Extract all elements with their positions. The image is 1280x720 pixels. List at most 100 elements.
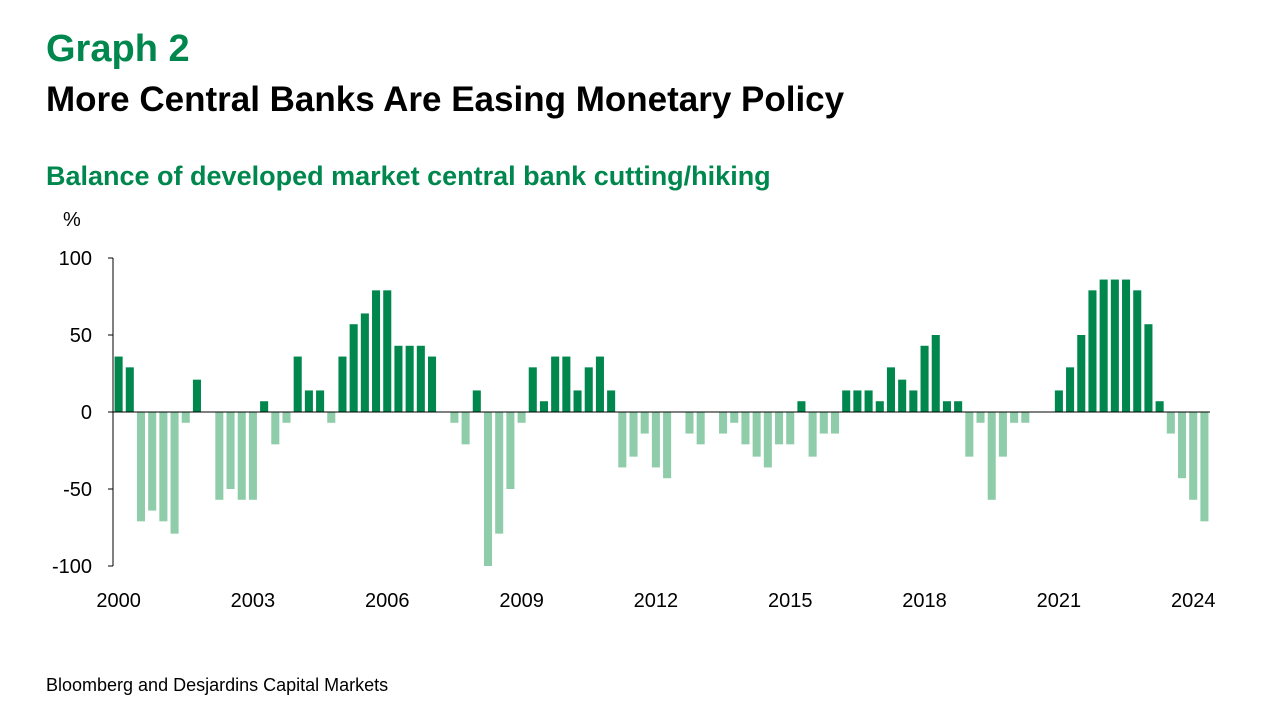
bar bbox=[797, 401, 806, 412]
bar bbox=[1099, 279, 1108, 412]
y-tick-label: -100 bbox=[52, 556, 92, 578]
bar bbox=[136, 412, 146, 522]
bar bbox=[192, 379, 201, 412]
y-axis-unit-label: % bbox=[63, 209, 81, 231]
bar bbox=[808, 412, 817, 457]
x-tick-label: 2021 bbox=[1037, 590, 1082, 612]
bar bbox=[383, 290, 392, 412]
x-tick-label: 2006 bbox=[365, 590, 410, 612]
x-tick-label: 2018 bbox=[902, 590, 947, 612]
bar bbox=[651, 412, 660, 468]
bar bbox=[338, 356, 347, 412]
bar bbox=[170, 412, 179, 534]
bar bbox=[886, 367, 895, 412]
bar bbox=[775, 412, 784, 445]
bar bbox=[215, 412, 224, 500]
bar bbox=[125, 367, 134, 412]
bar bbox=[394, 345, 403, 412]
bar bbox=[1155, 401, 1164, 412]
chart-title: More Central Banks Are Easing Monetary P… bbox=[46, 80, 845, 119]
x-tick-label: 2012 bbox=[634, 590, 679, 612]
chart-subtitle: Balance of developed market central bank… bbox=[46, 161, 771, 191]
bar bbox=[696, 412, 705, 445]
bar bbox=[741, 412, 750, 445]
bar bbox=[942, 401, 951, 412]
bar bbox=[293, 356, 302, 412]
bar bbox=[595, 356, 604, 412]
bar-chart: % 100 50 0 -50 -100 2000 2003 2006 2009 2012 2015… bbox=[52, 209, 1215, 612]
source-note: Bloomberg and Desjardins Capital Markets bbox=[46, 675, 389, 695]
bar bbox=[987, 412, 996, 500]
bar bbox=[226, 412, 235, 489]
bar bbox=[954, 401, 963, 412]
y-tick-label: 50 bbox=[70, 325, 92, 347]
bar bbox=[304, 390, 313, 412]
bar bbox=[1010, 412, 1019, 423]
graph-number: Graph 2 bbox=[46, 28, 190, 70]
bar bbox=[271, 412, 280, 445]
bar bbox=[1021, 412, 1030, 423]
bar bbox=[248, 412, 257, 500]
bar bbox=[483, 412, 493, 566]
bar bbox=[349, 324, 358, 412]
x-tick-label: 2000 bbox=[96, 590, 141, 612]
bar bbox=[786, 412, 795, 445]
bar bbox=[998, 412, 1007, 457]
bar bbox=[1054, 390, 1063, 412]
bar bbox=[181, 412, 190, 423]
bar bbox=[584, 367, 593, 412]
bar bbox=[327, 412, 336, 423]
bar bbox=[260, 401, 269, 412]
bar bbox=[685, 412, 694, 434]
bar bbox=[1088, 290, 1097, 412]
bar bbox=[562, 356, 571, 412]
bar bbox=[719, 412, 728, 434]
bar bbox=[763, 412, 772, 468]
bar bbox=[819, 412, 828, 434]
bar bbox=[618, 412, 627, 468]
bar bbox=[316, 390, 325, 412]
bar bbox=[282, 412, 291, 423]
bar bbox=[506, 412, 515, 489]
bar bbox=[360, 313, 369, 412]
bar bbox=[920, 345, 929, 412]
bar bbox=[663, 412, 672, 479]
x-axis-ticks: 2000 2003 2006 2009 2012 2015 2018 2021 2024 bbox=[96, 590, 1215, 612]
y-tick-label: 0 bbox=[81, 402, 92, 424]
bar bbox=[965, 412, 974, 457]
bar bbox=[898, 379, 907, 412]
bar bbox=[909, 390, 918, 412]
bar bbox=[472, 390, 481, 412]
x-tick-label: 2009 bbox=[499, 590, 544, 612]
bar-series bbox=[114, 279, 1209, 566]
bar bbox=[428, 356, 437, 412]
x-tick-label: 2003 bbox=[231, 590, 276, 612]
bar bbox=[372, 290, 381, 412]
bar bbox=[148, 412, 157, 511]
bar bbox=[1122, 279, 1131, 412]
bar bbox=[159, 412, 168, 522]
y-axis-ticks: 100 50 0 -50 -100 bbox=[52, 248, 113, 578]
bar bbox=[1189, 412, 1198, 500]
bar bbox=[931, 335, 940, 412]
bar bbox=[1133, 290, 1142, 412]
bar bbox=[539, 401, 548, 412]
x-tick-label: 2024 bbox=[1171, 590, 1216, 612]
x-tick-label: 2015 bbox=[768, 590, 813, 612]
y-tick-label: -50 bbox=[63, 479, 92, 501]
bar bbox=[517, 412, 526, 423]
bar bbox=[730, 412, 739, 423]
bar bbox=[450, 412, 459, 423]
bar bbox=[405, 345, 414, 412]
bar bbox=[1166, 412, 1175, 434]
bar bbox=[607, 390, 616, 412]
bar bbox=[1144, 324, 1153, 412]
bar bbox=[1177, 412, 1187, 479]
bar bbox=[1200, 412, 1209, 522]
bar bbox=[875, 401, 884, 412]
bar bbox=[830, 412, 840, 434]
bar bbox=[1066, 367, 1075, 412]
bar bbox=[864, 390, 873, 412]
bar bbox=[853, 390, 862, 412]
bar bbox=[752, 412, 761, 457]
